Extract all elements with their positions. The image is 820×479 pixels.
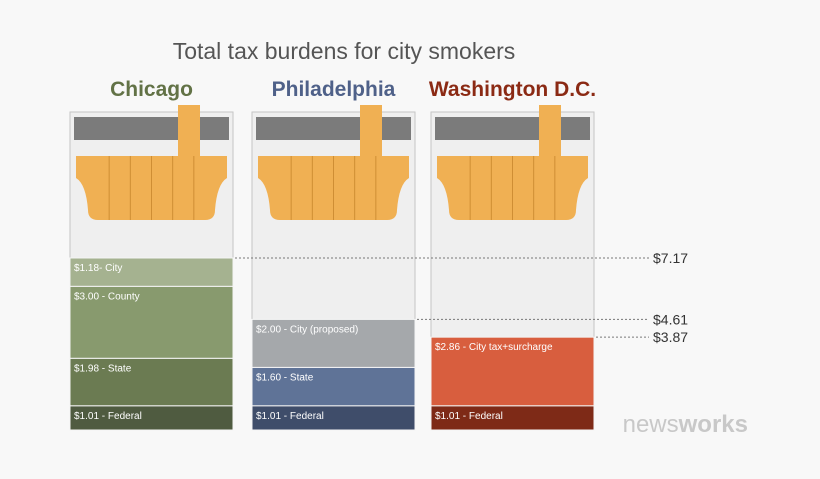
segment-2-00-city-proposed — [251, 318, 416, 368]
total-label-philadelphia: $4.61 — [653, 311, 688, 327]
category-label-chicago: Chicago — [110, 78, 193, 101]
bars-layer: Chicago $1.01 - Federal $1.98 - State $3.00… — [69, 78, 596, 431]
pack-lid — [74, 117, 229, 140]
segment-label: $2.86 - City tax+surcharge — [435, 342, 553, 353]
segment-label: $1.01 - Federal — [256, 411, 324, 422]
category-label-philadelphia: Philadelphia — [272, 78, 396, 101]
segment-label: $1.01 - Federal — [74, 411, 142, 422]
bar-chicago: Chicago $1.01 - Federal $1.98 - State $3.00… — [69, 78, 234, 431]
segment-label: $3.00 - County — [74, 291, 140, 302]
pack-lid — [435, 117, 590, 140]
category-label-washington-d-c: Washington D.C. — [429, 78, 596, 101]
segment-label: $1.18- City — [74, 263, 122, 274]
segment-1-01-federal — [430, 405, 595, 431]
segment-label: $2.00 - City (proposed) — [256, 324, 358, 335]
newsworks-logo: newsworks — [623, 411, 748, 438]
total-label-washington-d-c: $3.87 — [653, 329, 688, 345]
segment-label: $1.01 - Federal — [435, 411, 503, 422]
segment-2-86-city-tax-surcharge — [430, 336, 595, 407]
segment-1-01-federal — [251, 405, 416, 431]
segment-1-60-state — [251, 366, 416, 407]
segment-label: $1.60 - State — [256, 372, 314, 383]
segment-3-00-county — [69, 285, 234, 359]
bar-philadelphia: Philadelphia $1.01 - Federal $1.60 - State… — [251, 78, 416, 431]
segment-1-18-city — [69, 257, 234, 287]
segment-label: $1.98 - State — [74, 363, 132, 374]
total-label-chicago: $7.17 — [653, 250, 688, 266]
pack-lid — [256, 117, 411, 140]
bar-washington-d-c: Washington D.C. $1.01 - Federal $2.86 - Ci… — [429, 78, 596, 431]
chart-title: Total tax burdens for city smokers — [173, 38, 516, 64]
totals-layer: $7.17 $4.61 $3.87 — [235, 250, 688, 345]
segment-1-98-state — [69, 357, 234, 407]
